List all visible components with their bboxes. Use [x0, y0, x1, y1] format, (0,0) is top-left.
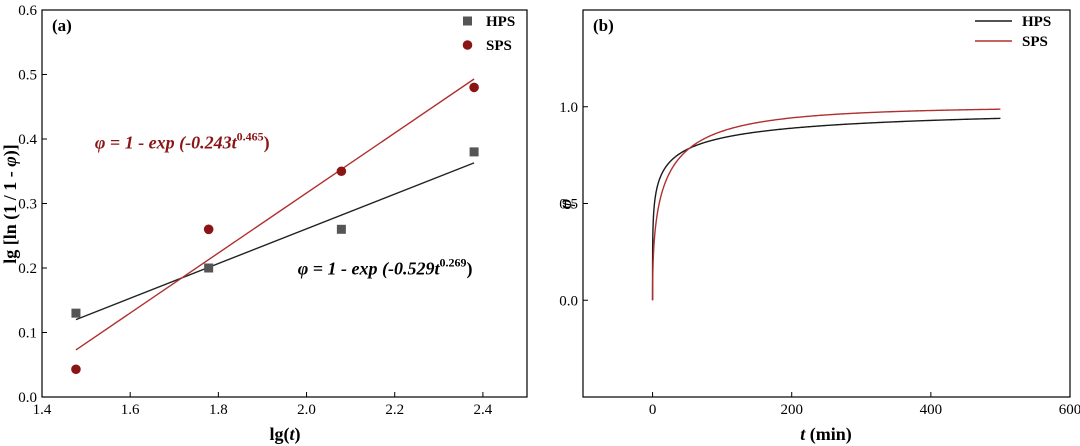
legend-marker-sps [462, 40, 473, 50]
fit-line-sps [75, 78, 475, 351]
panel-a-x-tick-label: 2.2 [385, 402, 404, 418]
panel-a-y-tick-label: 0.3 [18, 197, 37, 213]
data-point-hps [469, 147, 479, 157]
panel-a-y-tick-label: 0.4 [18, 132, 37, 148]
panel-b-x-tick-label: 400 [920, 402, 943, 418]
panel-b-y-tick-label: 0.0 [559, 293, 578, 309]
panel-a-x-tick-label: 1.4 [33, 402, 52, 418]
panel-a-x-tick-label: 2.4 [474, 402, 493, 418]
panel-a-x-tick-label: 2.0 [297, 402, 316, 418]
panel-a-fit-lines [75, 78, 475, 351]
panel-a-x-tick-label: 1.8 [209, 402, 228, 418]
panel-b-x-axis-label: t (min) [800, 424, 852, 445]
legend-label-sps: SPS [486, 38, 512, 54]
panel-a-x-tick-label: 1.6 [121, 402, 140, 418]
panel-a-chart: (a) 1.4 1.6 1.8 2.0 2.2 2.4 0.0 0.1 0.2 0.3 0.4 0.5… [0, 3, 528, 445]
fit-equation-1: φ = 1 - exp (-0.529t0.269) [298, 255, 473, 279]
curve-hps [651, 117, 1001, 301]
data-point-hps [71, 308, 81, 318]
fit-line-hps [75, 162, 475, 321]
panel-b-label: (b) [593, 16, 614, 35]
panel-a-y-tick-label: 0.1 [18, 326, 37, 342]
panel-b-x-tick-label: 200 [780, 402, 803, 418]
panel-a-legend: HPS SPS [462, 14, 515, 54]
legend-marker-hps [463, 16, 472, 26]
panel-a-x-axis-label: lg(t) [269, 424, 300, 445]
fit-equation-0: φ = 1 - exp (-0.243t0.465) [95, 130, 270, 154]
panel-b-x-tick-label: 0 [649, 402, 657, 418]
panel-b-y-axis-label: φ [555, 199, 575, 210]
panel-b-axes: 0 200 400 600 0.0 0.5 1.0 [559, 100, 1080, 418]
panel-b-legend: HPS SPS [975, 14, 1051, 50]
panel-b-curves [651, 108, 1001, 301]
data-point-sps [71, 364, 81, 375]
panel-b-chart: (b) 0 200 400 600 0.0 0.5 1.0 HPS SPS t (min) φ [555, 9, 1080, 445]
data-point-sps [336, 166, 347, 177]
panel-a-y-tick-label: 0.6 [18, 3, 37, 19]
panel-b-frame [582, 9, 1071, 398]
panel-a-y-tick-label: 0.2 [18, 261, 37, 277]
panel-a-y-tick-label: 0.0 [18, 390, 37, 406]
panel-a-label: (a) [52, 16, 72, 35]
panel-b-x-tick-label: 600 [1059, 402, 1080, 418]
data-point-sps [203, 224, 214, 235]
legend-label-sps: SPS [1022, 34, 1048, 50]
legend-label-hps: HPS [486, 14, 515, 30]
panel-b-y-tick-label: 0.5 [559, 197, 578, 213]
panel-a-axes: 1.4 1.6 1.8 2.0 2.2 2.4 0.0 0.1 0.2 0.3 0.4 0.5 0.6 [18, 3, 493, 418]
panel-a-frame [41, 9, 528, 398]
panel-b-y-tick-label: 1.0 [559, 100, 578, 116]
data-point-sps [469, 82, 479, 93]
data-point-hps [204, 263, 214, 273]
panel-a-y-tick-label: 0.5 [18, 68, 37, 84]
panel-a-annotations: φ = 1 - exp (-0.243t0.465) φ = 1 - exp (-… [95, 130, 473, 280]
data-point-hps [336, 224, 346, 234]
panel-a-data-points [71, 82, 479, 375]
curve-sps [651, 108, 1001, 301]
legend-label-hps: HPS [1022, 14, 1051, 30]
panel-a-y-axis-label: lg [ln (1 / 1 - φ)] [0, 144, 21, 264]
